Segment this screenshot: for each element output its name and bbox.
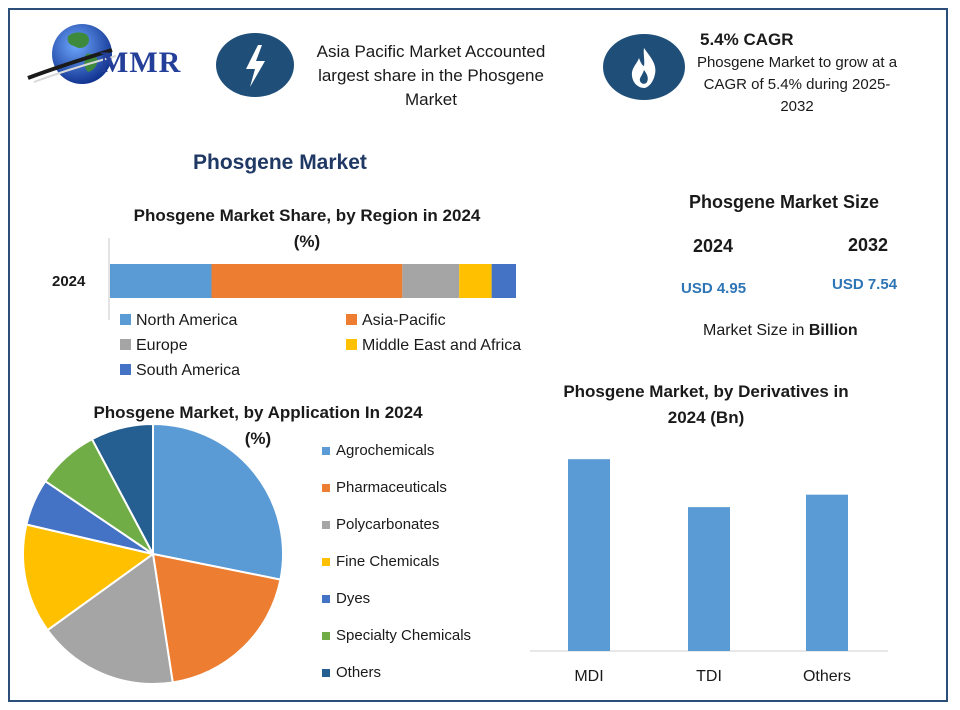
- region-bar-segment-asia-pacific: [211, 264, 403, 298]
- asia-pacific-note: Asia Pacific Market Accounted largest sh…: [300, 40, 562, 112]
- region-legend-item: Europe: [120, 337, 188, 355]
- cagr-description: Phosgene Market to grow at a CAGR of 5.4…: [682, 52, 912, 118]
- pie-slice-pharmaceuticals: [151, 552, 282, 684]
- legend-label: Fine Chemicals: [336, 553, 440, 570]
- region-legend-item: Asia-Pacific: [346, 312, 446, 330]
- outer-frame: [8, 8, 948, 702]
- logo-text: MMR: [100, 46, 182, 79]
- value-2032: USD 7.54: [832, 276, 898, 293]
- region-bar-segment-middle-east-and-africa: [459, 264, 492, 298]
- note-line-1: Asia Pacific Market Accounted: [316, 42, 546, 61]
- flame-icon: [631, 48, 656, 88]
- legend-label: Specialty Chemicals: [336, 627, 472, 644]
- application-title-line-1: Phosgene Market, by Application In 2024: [93, 403, 423, 422]
- legend-label: Agrochemicals: [336, 442, 435, 459]
- derivatives-chart-title: Phosgene Market, by Derivatives in 2024 …: [536, 379, 876, 431]
- region-category-label: 2024: [52, 273, 86, 290]
- region-legend: North America Asia-Pacific Europe Middle Ea…: [120, 312, 560, 392]
- application-legend-item: Fine Chemicals: [322, 553, 439, 570]
- page-title: Phosgene Market: [193, 151, 367, 174]
- legend-swatch: [346, 339, 357, 350]
- note-line-3: Market: [405, 90, 457, 109]
- legend-label: Dyes: [336, 590, 371, 607]
- pie-slice-fine-chemicals: [22, 523, 156, 632]
- flame-icon-badge: [603, 34, 685, 100]
- region-legend-item: South America: [120, 362, 240, 380]
- legend-label: Europe: [136, 337, 188, 354]
- year-2032-label: 2032: [848, 235, 889, 255]
- lightning-icon-badge: [216, 33, 294, 97]
- legend-swatch: [322, 558, 330, 566]
- derivatives-bar-chart: MDI TDI Others: [530, 459, 888, 685]
- derivatives-title-line-2: 2024 (Bn): [667, 408, 745, 427]
- derivative-bar-others: [806, 494, 848, 651]
- pie-slice-agrochemicals: [152, 422, 284, 581]
- region-legend-item: Middle East and Africa: [346, 337, 521, 355]
- pie-slice-others: [90, 422, 154, 555]
- legend-label: South America: [136, 362, 241, 379]
- application-chart-title: Phosgene Market, by Application In 2024 …: [62, 400, 454, 452]
- legend-swatch: [322, 669, 330, 677]
- region-chart-title: Phosgene Market Share, by Region in 2024…: [100, 203, 514, 255]
- legend-swatch: [322, 484, 330, 492]
- application-legend-item: Agrochemicals: [322, 442, 434, 459]
- region-bar-segment-south-america: [491, 264, 516, 298]
- legend-label: North America: [136, 312, 238, 329]
- legend-label: Others: [336, 664, 382, 681]
- cagr-line-3: 2032: [780, 98, 814, 115]
- derivative-tick-label: MDI: [574, 668, 603, 685]
- application-legend-item: Polycarbonates: [322, 516, 439, 533]
- legend-label: Asia-Pacific: [362, 312, 446, 329]
- region-legend-item: North America: [120, 312, 237, 330]
- cagr-line-1: Phosgene Market to grow at a: [696, 54, 898, 71]
- unit-prefix: Market Size in: [703, 322, 809, 339]
- mmr-logo: MMR: [20, 16, 195, 88]
- derivative-bar-mdi: [568, 459, 610, 651]
- pie-slice-polycarbonates: [46, 552, 174, 685]
- application-title-line-2: (%): [244, 429, 272, 448]
- derivatives-title-line-1: Phosgene Market, by Derivatives in: [563, 382, 849, 401]
- legend-swatch: [322, 595, 330, 603]
- legend-swatch: [322, 632, 330, 640]
- region-share-chart: 2024: [52, 238, 516, 320]
- lightning-bolt-icon: [246, 45, 265, 87]
- application-legend-item: Others: [322, 664, 381, 681]
- market-size-title: Phosgene Market Size: [689, 192, 880, 212]
- cagr-title: 5.4% CAGR: [700, 30, 794, 49]
- year-2024-label: 2024: [693, 236, 734, 256]
- legend-swatch: [120, 314, 131, 325]
- legend-label: Middle East and Africa: [362, 337, 522, 354]
- derivative-bar-tdi: [688, 507, 730, 651]
- region-bar-segment-europe: [402, 264, 460, 298]
- derivative-tick-label: Others: [803, 668, 851, 685]
- value-2024: USD 4.95: [681, 280, 747, 297]
- region-title-line-1: Phosgene Market Share, by Region in 2024: [133, 206, 481, 225]
- region-title-line-2: (%): [293, 232, 321, 251]
- legend-swatch: [322, 447, 330, 455]
- note-line-2: largest share in the Phosgene: [318, 66, 544, 85]
- legend-label: Polycarbonates: [336, 516, 440, 533]
- region-bar-segment-north-america: [110, 264, 212, 298]
- legend-swatch: [322, 521, 330, 529]
- legend-swatch: [120, 339, 131, 350]
- application-pie-chart: [22, 422, 284, 685]
- derivative-tick-label: TDI: [696, 668, 722, 685]
- legend-label: Pharmaceuticals: [336, 479, 447, 496]
- application-legend-item: Pharmaceuticals: [322, 479, 447, 496]
- legend-swatch: [120, 364, 131, 375]
- application-legend-item: Dyes: [322, 590, 370, 607]
- legend-swatch: [346, 314, 357, 325]
- globe-icon: [27, 24, 117, 84]
- market-size-unit-note: Market Size in Billion: [703, 322, 858, 340]
- application-legend-item: Specialty Chemicals: [322, 627, 471, 644]
- cagr-line-2: CAGR of 5.4% during 2025-: [703, 76, 891, 93]
- unit-bold: Billion: [808, 322, 858, 339]
